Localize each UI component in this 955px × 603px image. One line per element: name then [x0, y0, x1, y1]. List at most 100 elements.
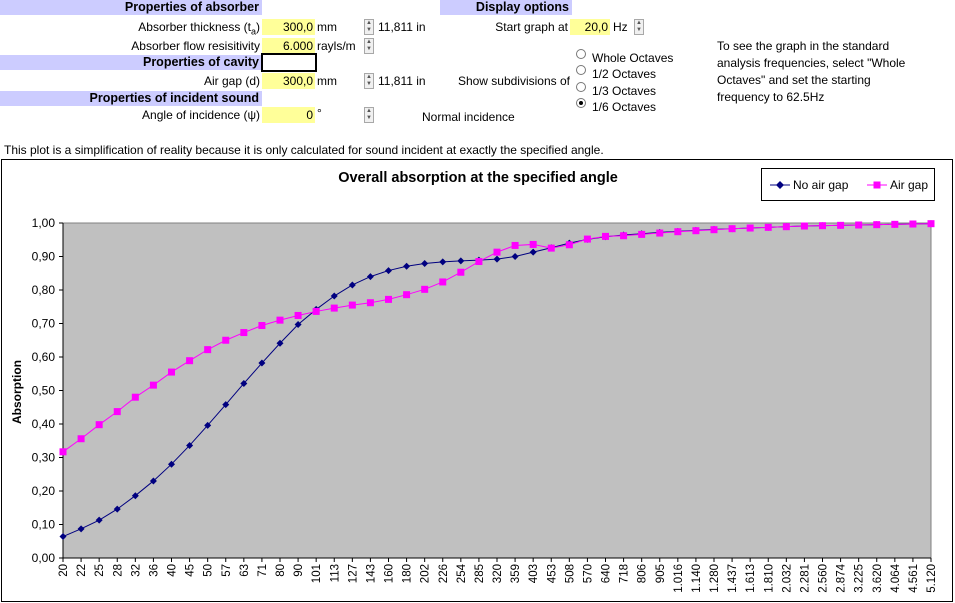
disclaimer-text: This plot is a simplification of reality…: [4, 143, 604, 157]
spinner-down-icon[interactable]: ▼: [366, 115, 372, 121]
plot-area: [62, 222, 932, 559]
y-tick-label: 0,60: [32, 350, 56, 364]
incident-header: Properties of incident sound: [0, 91, 262, 106]
x-tick-label: 1.613: [745, 564, 757, 593]
data-point-air-gap: [909, 220, 917, 228]
absorber-flow-spinner[interactable]: ▲ ▼: [364, 38, 374, 54]
x-tick-label: 4.064: [890, 563, 902, 592]
y-tick-label: 0,80: [32, 283, 56, 297]
legend-label-air-gap: Air gap: [890, 178, 928, 192]
x-tick-label: 160: [384, 564, 396, 583]
spinner-down-icon[interactable]: ▼: [366, 81, 372, 87]
x-tick-label: 3.620: [872, 564, 884, 593]
spinner-up-icon[interactable]: ▲: [366, 74, 372, 80]
air-gap-spinner[interactable]: ▲ ▼: [364, 73, 374, 89]
data-point-no-air-gap: [529, 248, 537, 256]
data-point-no-air-gap: [276, 339, 284, 347]
angle-label: Angle of incidence (ψ): [142, 108, 260, 122]
data-point-air-gap: [547, 244, 555, 252]
radio-button-icon[interactable]: [576, 65, 586, 75]
absorber-flow-input[interactable]: 6.000: [262, 38, 315, 54]
radio-button-icon[interactable]: [576, 82, 586, 92]
start-graph-spinner[interactable]: ▲ ▼: [634, 19, 644, 35]
data-point-no-air-gap: [222, 401, 230, 409]
absorber-header: Properties of absorber: [0, 0, 262, 15]
x-tick-label: 640: [601, 564, 613, 583]
radio-whole-octaves[interactable]: Whole Octaves: [576, 49, 673, 66]
data-point-air-gap: [77, 435, 85, 443]
plot-svg: Absorption 0,00 0,10 0,20 0,30 0,40 0,50 0,60 0…: [10, 216, 938, 593]
spinner-down-icon[interactable]: ▼: [636, 27, 642, 33]
selected-cell[interactable]: [261, 53, 317, 72]
data-point-no-air-gap: [149, 477, 157, 485]
subdivisions-label: Show subdivisions of: [457, 74, 570, 88]
legend-label-no-air-gap: No air gap: [793, 178, 849, 192]
data-point-no-air-gap: [59, 533, 67, 541]
spinner-up-icon[interactable]: ▲: [636, 20, 642, 26]
data-point-air-gap: [493, 248, 501, 256]
absorber-thickness-input[interactable]: 300,0: [262, 19, 315, 35]
legend-marker-air-gap: [873, 181, 881, 189]
data-point-no-air-gap: [348, 281, 356, 289]
y-tick-label: 1,00: [32, 216, 56, 230]
data-point-air-gap: [403, 291, 411, 299]
radio-button-icon[interactable]: [576, 49, 586, 59]
data-point-no-air-gap: [294, 321, 302, 329]
data-point-no-air-gap: [95, 516, 103, 524]
radio-label-third-octaves: 1/3 Octaves: [592, 84, 657, 98]
x-tick-label: 254: [456, 563, 468, 583]
spinner-up-icon[interactable]: ▲: [366, 108, 372, 114]
radio-half-octaves[interactable]: 1/2 Octaves: [576, 65, 657, 82]
spinner-up-icon[interactable]: ▲: [366, 20, 372, 26]
data-point-air-gap: [891, 220, 899, 228]
start-graph-unit: Hz: [613, 20, 628, 34]
air-gap-input[interactable]: 300,0: [262, 73, 315, 89]
radio-third-octaves[interactable]: 1/3 Octaves: [576, 82, 657, 99]
radio-label-half-octaves: 1/2 Octaves: [592, 67, 657, 81]
start-graph-label: Start graph at: [495, 20, 568, 34]
air-gap-inches-unit: in: [416, 74, 426, 88]
x-tick-label: 45: [185, 564, 197, 577]
spinner-down-icon[interactable]: ▼: [366, 27, 372, 33]
x-tick-label: 71: [257, 564, 269, 577]
data-point-air-gap: [602, 232, 609, 240]
angle-input[interactable]: 0: [262, 107, 315, 123]
data-point-air-gap: [674, 228, 682, 236]
radio-button-selected-icon[interactable]: [576, 98, 586, 108]
data-point-air-gap: [511, 241, 519, 249]
x-tick-label: 5.120: [926, 564, 938, 593]
x-tick-label: 202: [420, 564, 432, 583]
data-point-air-gap: [529, 240, 537, 248]
x-tick-label: 80: [275, 564, 287, 577]
air-gap-inches-value: 11,811: [378, 74, 413, 88]
x-tick-label: 3.225: [854, 564, 866, 593]
data-point-air-gap: [113, 408, 121, 416]
data-point-air-gap: [276, 316, 284, 324]
y-tick-label: 0,50: [32, 384, 56, 398]
spinner-up-icon[interactable]: ▲: [366, 39, 372, 45]
chart-area[interactable]: Overall absorption at the specified angl…: [1, 159, 953, 602]
data-point-air-gap: [204, 346, 212, 354]
x-tick-label: 2.032: [781, 564, 793, 593]
x-tick-label: 806: [637, 564, 649, 583]
x-tick-label: 20: [58, 564, 70, 577]
chart-legend[interactable]: No air gap Air gap: [761, 168, 935, 201]
start-graph-input[interactable]: 20,0: [570, 19, 610, 35]
x-tick-label: 113: [329, 564, 341, 582]
y-axis-label: Absorption: [10, 360, 24, 424]
data-point-no-air-gap: [204, 421, 212, 429]
radio-sixth-octaves[interactable]: 1/6 Octaves: [576, 98, 656, 115]
data-point-air-gap: [95, 421, 103, 429]
data-point-air-gap: [873, 221, 881, 229]
x-tick-label: 50: [203, 564, 215, 577]
data-point-no-air-gap: [77, 525, 85, 533]
spinner-down-icon[interactable]: ▼: [366, 46, 372, 52]
data-point-no-air-gap: [403, 262, 411, 270]
absorber-thickness-unit: mm: [317, 20, 337, 34]
x-tick-label: 1.140: [691, 564, 703, 593]
absorber-thickness-label: Absorber thickness (ta): [80, 19, 260, 39]
angle-spinner[interactable]: ▲ ▼: [364, 107, 374, 123]
absorber-thickness-spinner[interactable]: ▲ ▼: [364, 19, 374, 35]
data-point-no-air-gap: [131, 492, 139, 500]
y-tick-label: 0,10: [32, 518, 56, 532]
